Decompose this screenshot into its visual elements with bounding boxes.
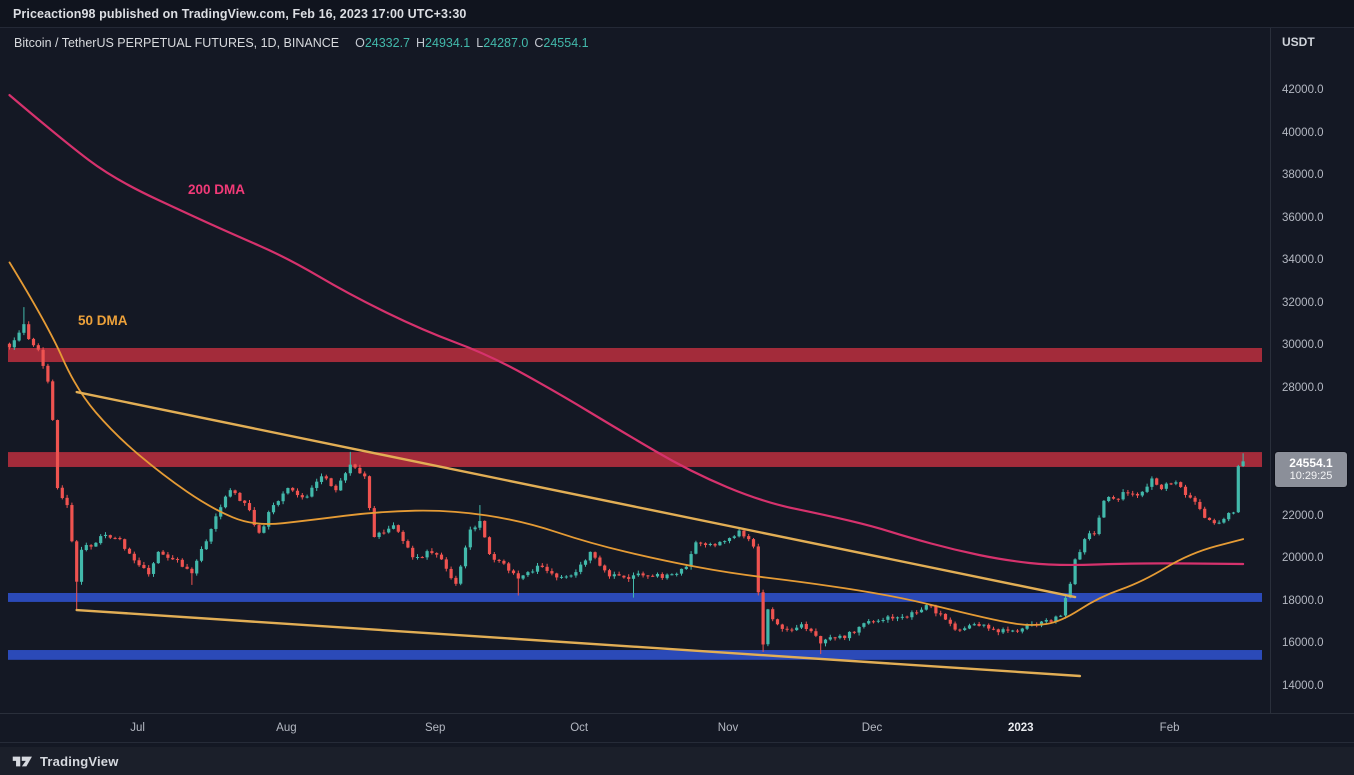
resistance-zone-24500[interactable]: [8, 452, 1262, 467]
resistance-zone-30000[interactable]: [8, 347, 1262, 363]
close-value: 24554.1: [543, 36, 589, 50]
low-value: 24287.0: [483, 36, 529, 50]
y-axis-tick: 22000.0: [1282, 509, 1324, 522]
tradingview-brand-text: TradingView: [40, 753, 119, 769]
footer-bar: TradingView: [0, 747, 1354, 775]
y-axis-tick: 40000.0: [1282, 126, 1324, 139]
x-axis-month-label[interactable]: Aug: [276, 722, 297, 734]
x-axis-month-label[interactable]: Feb: [1159, 722, 1180, 734]
last-price-value: 24554.1: [1289, 456, 1333, 470]
support-zone-15500[interactable]: [8, 650, 1262, 660]
dma50-annotation: 50 DMA: [78, 313, 128, 328]
y-axis-tick: 34000.0: [1282, 254, 1324, 267]
y-axis-tick: 16000.0: [1282, 637, 1324, 650]
tradingview-logo-icon[interactable]: [12, 754, 33, 769]
open-value: 24332.7: [364, 36, 411, 50]
x-axis-month-label[interactable]: Nov: [717, 722, 739, 734]
y-axis-tick: 38000.0: [1282, 169, 1324, 182]
price-chart[interactable]: [0, 28, 1270, 713]
x-axis-month-label[interactable]: Jul: [130, 722, 145, 734]
high-value: 24934.1: [425, 36, 471, 50]
close-label: C: [534, 36, 544, 50]
attribution-text: Priceaction98 published on TradingView.c…: [13, 6, 467, 21]
y-axis-tick: 42000.0: [1282, 84, 1324, 96]
axis-currency-label: USDT: [1282, 35, 1315, 49]
time-axis[interactable]: Jul Aug Sep Oct Nov Dec 2023 Feb: [0, 713, 1354, 743]
x-axis-month-label[interactable]: Sep: [424, 722, 446, 734]
y-axis-tick: 28000.0: [1282, 382, 1324, 394]
high-label: H: [416, 36, 426, 50]
y-axis-tick: 36000.0: [1282, 211, 1324, 224]
bar-countdown: 10:29:25: [1289, 470, 1333, 482]
low-label: L: [476, 36, 484, 50]
dma200-line[interactable]: [8, 94, 1245, 567]
y-axis-tick: 18000.0: [1282, 594, 1324, 607]
dma200-annotation: 200 DMA: [188, 182, 246, 197]
symbol-title: Bitcoin / TetherUS PERPETUAL FUTURES, 1D…: [14, 36, 340, 50]
price-axis[interactable]: USDT 42000.0 40000.0 38000.0 36000.0 34000.0…: [1270, 28, 1354, 713]
support-zone-18000[interactable]: [8, 592, 1262, 602]
symbol-legend[interactable]: Bitcoin / TetherUS PERPETUAL FUTURES, 1D…: [14, 36, 589, 50]
y-axis-tick: 30000.0: [1282, 339, 1324, 352]
last-price-label[interactable]: 24554.1 10:29:25: [1275, 452, 1347, 487]
lower-descending-trendline[interactable]: [75, 608, 1082, 678]
dma50-line[interactable]: [8, 261, 1244, 626]
upper-descending-trendline[interactable]: [75, 390, 1077, 599]
y-axis-tick: 20000.0: [1282, 552, 1324, 565]
y-axis-tick: 14000.0: [1282, 680, 1324, 692]
y-axis-tick: 32000.0: [1282, 296, 1324, 309]
x-axis-month-label[interactable]: 2023: [1008, 722, 1034, 734]
x-axis-month-label[interactable]: Dec: [861, 722, 883, 734]
attribution-bar: Priceaction98 published on TradingView.c…: [0, 0, 1354, 28]
x-axis-month-label[interactable]: Oct: [570, 722, 589, 734]
open-label: O: [355, 36, 365, 50]
